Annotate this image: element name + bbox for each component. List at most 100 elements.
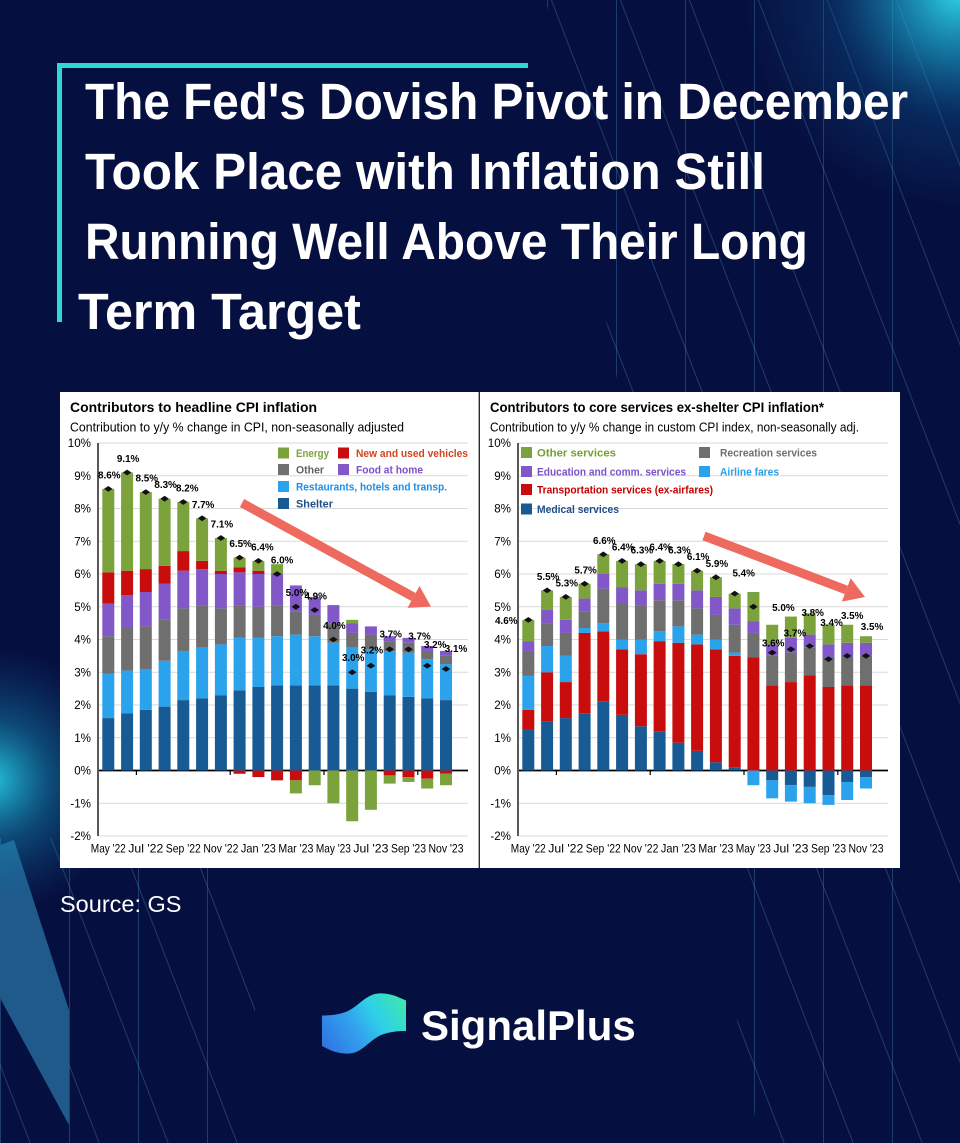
svg-text:Contribution to y/y % change i: Contribution to y/y % change in CPI, non… [70, 421, 404, 435]
svg-text:7%: 7% [74, 535, 91, 548]
svg-text:6%: 6% [74, 568, 91, 581]
svg-text:8.2%: 8.2% [176, 484, 199, 495]
svg-text:6%: 6% [494, 568, 511, 581]
svg-text:3.0%: 3.0% [342, 653, 365, 664]
svg-text:6.6%: 6.6% [593, 536, 616, 547]
svg-text:6.1%: 6.1% [687, 552, 710, 563]
svg-text:Sep '22: Sep '22 [586, 843, 621, 856]
svg-text:8.3%: 8.3% [154, 480, 177, 491]
svg-text:1%: 1% [494, 732, 511, 745]
svg-text:Mar '23: Mar '23 [698, 843, 733, 856]
svg-text:3.2%: 3.2% [361, 646, 384, 657]
svg-text:Contributors to headline CPI i: Contributors to headline CPI inflation [70, 400, 317, 416]
svg-text:May '23: May '23 [316, 843, 351, 856]
svg-text:9.1%: 9.1% [117, 454, 140, 465]
svg-text:4%: 4% [74, 634, 91, 647]
svg-text:Other: Other [296, 465, 325, 477]
svg-text:4.9%: 4.9% [304, 592, 327, 603]
svg-text:4.0%: 4.0% [323, 621, 346, 632]
svg-text:-2%: -2% [70, 830, 91, 843]
svg-text:Jul '23: Jul '23 [773, 843, 808, 856]
svg-text:Energy: Energy [296, 448, 330, 460]
svg-text:3.2%: 3.2% [424, 640, 447, 651]
svg-text:3.7%: 3.7% [379, 629, 402, 640]
svg-text:3%: 3% [494, 666, 511, 679]
svg-text:8%: 8% [74, 503, 91, 516]
svg-text:Nov '23: Nov '23 [849, 843, 884, 856]
svg-text:3.4%: 3.4% [820, 618, 843, 629]
svg-text:Restaurants, hotels and transp: Restaurants, hotels and transp. [296, 482, 447, 494]
svg-text:5.7%: 5.7% [574, 565, 597, 576]
svg-text:3.6%: 3.6% [762, 639, 785, 650]
svg-text:Medical services: Medical services [537, 504, 619, 516]
svg-text:Recreation services: Recreation services [720, 448, 817, 460]
svg-text:Sep '23: Sep '23 [811, 843, 846, 856]
svg-text:3.8%: 3.8% [801, 608, 824, 619]
svg-text:9%: 9% [74, 470, 91, 483]
svg-text:10%: 10% [68, 437, 91, 450]
svg-text:5.5%: 5.5% [537, 572, 560, 583]
svg-text:New and used vehicles: New and used vehicles [356, 448, 468, 460]
svg-text:-1%: -1% [70, 797, 91, 810]
svg-text:May '22: May '22 [511, 843, 546, 856]
svg-text:Transportation services (ex-ai: Transportation services (ex-airfares) [537, 485, 713, 497]
svg-text:Jan '23: Jan '23 [241, 843, 276, 856]
svg-text:Contributors to core services: Contributors to core services ex-shelter… [490, 400, 824, 416]
svg-text:Airline fares: Airline fares [720, 467, 779, 479]
svg-text:3.7%: 3.7% [408, 631, 431, 642]
svg-text:6.3%: 6.3% [668, 546, 691, 557]
svg-text:Mar '23: Mar '23 [278, 843, 313, 856]
svg-text:Sep '22: Sep '22 [166, 843, 201, 856]
svg-text:-1%: -1% [490, 797, 511, 810]
svg-text:3.5%: 3.5% [861, 622, 884, 633]
svg-text:5.9%: 5.9% [706, 559, 729, 570]
svg-text:Jan '23: Jan '23 [661, 843, 696, 856]
svg-text:6.4%: 6.4% [251, 542, 274, 553]
svg-text:7.7%: 7.7% [192, 500, 215, 511]
svg-text:8.5%: 8.5% [136, 474, 159, 485]
svg-text:Jul '22: Jul '22 [128, 843, 163, 856]
svg-text:5.3%: 5.3% [556, 578, 579, 589]
svg-text:May '22: May '22 [91, 843, 126, 856]
svg-text:2%: 2% [74, 699, 91, 712]
svg-text:Jul '22: Jul '22 [548, 843, 583, 856]
svg-text:5.0%: 5.0% [286, 588, 309, 599]
svg-text:0%: 0% [494, 765, 511, 778]
svg-text:0%: 0% [74, 765, 91, 778]
svg-text:5%: 5% [74, 601, 91, 614]
svg-text:5.0%: 5.0% [772, 603, 795, 614]
svg-text:4%: 4% [494, 634, 511, 647]
svg-text:Nov '22: Nov '22 [203, 843, 238, 856]
svg-text:8.6%: 8.6% [98, 470, 121, 481]
svg-text:Nov '22: Nov '22 [623, 843, 658, 856]
svg-text:3.1%: 3.1% [445, 644, 468, 655]
svg-text:1%: 1% [74, 732, 91, 745]
svg-text:Food at home: Food at home [356, 465, 423, 477]
svg-text:5%: 5% [494, 601, 511, 614]
svg-text:Shelter: Shelter [296, 499, 334, 511]
svg-text:Jul '23: Jul '23 [353, 843, 388, 856]
svg-text:6.3%: 6.3% [631, 546, 654, 557]
svg-text:8%: 8% [494, 503, 511, 516]
svg-text:6.5%: 6.5% [229, 539, 252, 550]
svg-text:7.1%: 7.1% [211, 520, 234, 531]
svg-text:May '23: May '23 [736, 843, 771, 856]
svg-text:-2%: -2% [490, 830, 511, 843]
svg-text:Nov '23: Nov '23 [429, 843, 464, 856]
svg-text:3%: 3% [74, 666, 91, 679]
svg-text:3.5%: 3.5% [841, 611, 864, 622]
svg-text:6.4%: 6.4% [649, 542, 672, 553]
svg-text:9%: 9% [494, 470, 511, 483]
svg-text:4.6%: 4.6% [495, 616, 518, 627]
svg-text:3.7%: 3.7% [784, 628, 807, 639]
svg-text:Sep '23: Sep '23 [391, 843, 426, 856]
svg-text:6.0%: 6.0% [271, 556, 294, 567]
svg-text:2%: 2% [494, 699, 511, 712]
svg-text:Contribution to y/y % change i: Contribution to y/y % change in custom C… [490, 421, 859, 435]
svg-text:5.4%: 5.4% [732, 569, 755, 580]
svg-text:10%: 10% [488, 437, 511, 450]
svg-text:Other services: Other services [537, 448, 616, 460]
svg-text:7%: 7% [494, 535, 511, 548]
svg-text:6.4%: 6.4% [612, 542, 635, 553]
svg-text:Education and comm. services: Education and comm. services [537, 467, 686, 479]
